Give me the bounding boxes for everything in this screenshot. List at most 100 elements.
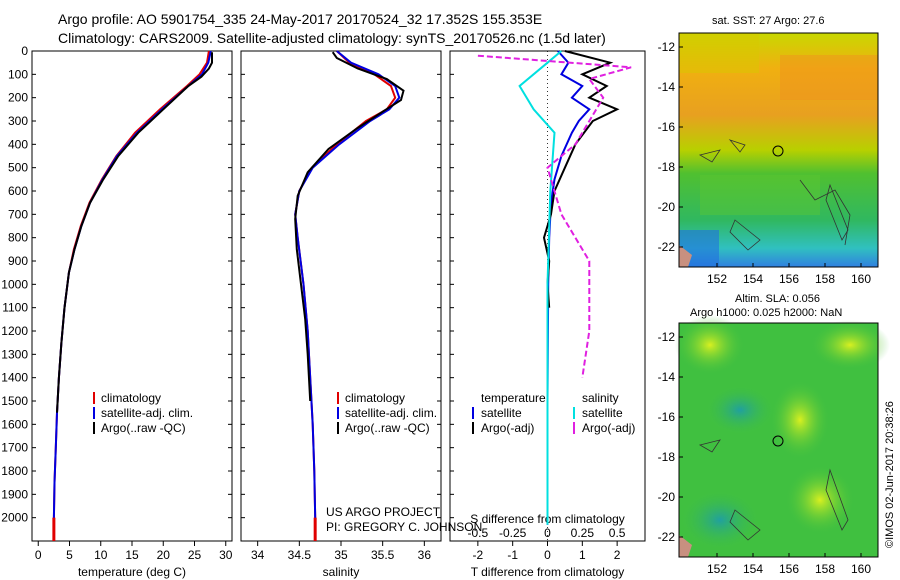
coastline bbox=[698, 439, 761, 541]
x-tick-label: 34.5 bbox=[288, 548, 312, 562]
title-line1: Argo profile: AO 5901754_335 24-May-2017… bbox=[58, 11, 542, 27]
legend-heading-temperature: temperature bbox=[481, 391, 546, 405]
map-y-tick-label: -18 bbox=[658, 160, 676, 174]
title-line2: Climatology: CARS2009. Satellite-adjuste… bbox=[58, 30, 606, 46]
sla-map-axes: 152 154 156 158 160 -12 -14 -16 -18 -20 -22 bbox=[658, 330, 872, 576]
x-tick-label: 36 bbox=[418, 548, 432, 562]
s-tick-label: -0.25 bbox=[499, 526, 527, 540]
sst-map-axes: 152 154 156 158 160 -12 -14 -16 -18 -20 -22 bbox=[658, 40, 872, 286]
sst-map-title: sat. SST: 27 Argo: 27.6 bbox=[712, 15, 825, 27]
y-tick-label: 800 bbox=[8, 231, 28, 245]
map-y-tick-label: -12 bbox=[658, 330, 676, 344]
s-tick-label: 0 bbox=[544, 526, 551, 540]
legend-label: Argo(-adj) bbox=[582, 421, 635, 435]
y-tick-label: 1100 bbox=[2, 301, 28, 315]
x-axis-label: salinity bbox=[323, 565, 360, 579]
x-tick-label: 35.5 bbox=[371, 548, 395, 562]
sst-map bbox=[678, 32, 879, 268]
x-tick-label: 35 bbox=[334, 548, 348, 562]
y-tick-label: 1500 bbox=[1, 394, 28, 408]
y-tick-label: 1400 bbox=[1, 371, 28, 385]
map-x-tick-label: 156 bbox=[779, 272, 799, 286]
map-x-tick-label: 158 bbox=[815, 562, 835, 576]
x-tick-label: 15 bbox=[125, 548, 139, 562]
series-line bbox=[56, 52, 213, 413]
y-tick-label: 1700 bbox=[1, 441, 28, 455]
argo-position-marker bbox=[772, 435, 784, 447]
salinity-legend: climatology satellite-adj. clim. Argo(..… bbox=[337, 391, 437, 435]
series-line bbox=[518, 50, 563, 525]
s-tick-label: -0.5 bbox=[468, 526, 489, 540]
y-tick-label: 1800 bbox=[1, 464, 28, 478]
legend-label: satellite-adj. clim. bbox=[345, 406, 437, 420]
map-y-tick-label: -14 bbox=[658, 80, 676, 94]
x-tick-label: 34 bbox=[251, 548, 265, 562]
plot-area bbox=[240, 50, 442, 542]
map-x-tick-label: 160 bbox=[851, 272, 871, 286]
legend-label: satellite bbox=[582, 406, 623, 420]
x-tick-label: 30 bbox=[219, 548, 233, 562]
legend-label: climatology bbox=[101, 391, 161, 405]
map-x-tick-label: 152 bbox=[707, 272, 727, 286]
map-x-tick-label: 160 bbox=[851, 562, 871, 576]
map-x-tick-label: 156 bbox=[779, 562, 799, 576]
legend-label: climatology bbox=[345, 391, 405, 405]
land bbox=[679, 245, 692, 267]
x-axis-label-temperature: T difference from climatology bbox=[471, 565, 625, 579]
legend-label: Argo(..raw -QC) bbox=[345, 421, 430, 435]
legend-label: Argo(..raw -QC) bbox=[101, 421, 186, 435]
y-tick-label: 1900 bbox=[1, 487, 28, 501]
y-tick-label: 700 bbox=[8, 207, 28, 221]
project-name: US ARGO PROJECT bbox=[326, 505, 441, 519]
reef-outline bbox=[825, 183, 849, 241]
timestamp: ©IMOS 02-Jun-2017 20:38:26 bbox=[884, 401, 896, 548]
plot-area bbox=[31, 50, 233, 542]
map-x-tick-label: 154 bbox=[743, 562, 763, 576]
legend-label: Argo(-adj) bbox=[481, 421, 534, 435]
coastline bbox=[825, 468, 849, 531]
s-tick-label: 0.5 bbox=[609, 526, 626, 540]
map-y-tick-label: -18 bbox=[658, 450, 676, 464]
map-y-tick-label: -20 bbox=[658, 200, 676, 214]
legend-label: satellite bbox=[481, 406, 522, 420]
series-line bbox=[294, 51, 405, 402]
y-tick-label: 1600 bbox=[1, 417, 28, 431]
coastline bbox=[799, 179, 851, 246]
difference-legend: temperature satellite Argo(-adj) salinit… bbox=[472, 391, 635, 435]
y-tick-label: 2000 bbox=[1, 511, 28, 525]
map-x-tick-label: 152 bbox=[707, 562, 727, 576]
legend-label: satellite-adj. clim. bbox=[101, 406, 193, 420]
salinity-panel: 34 34.5 35 35.5 36 salinity bbox=[240, 50, 442, 579]
map-x-tick-label: 158 bbox=[815, 272, 835, 286]
map-y-tick-label: -22 bbox=[658, 240, 676, 254]
x-tick-label: 0 bbox=[35, 548, 42, 562]
y-tick-label: 1200 bbox=[1, 324, 28, 338]
map-y-tick-label: -16 bbox=[658, 120, 676, 134]
map-y-tick-label: -16 bbox=[658, 410, 676, 424]
y-tick-label: 900 bbox=[8, 254, 28, 268]
coastline bbox=[698, 139, 746, 163]
y-tick-label: 500 bbox=[8, 161, 28, 175]
sla-map bbox=[675, 315, 890, 558]
map-y-tick-label: -12 bbox=[658, 40, 676, 54]
land bbox=[679, 535, 692, 557]
project-pi: PI: GREGORY C. JOHNSON bbox=[326, 520, 482, 534]
y-tick-label: 200 bbox=[8, 91, 28, 105]
x-tick-label: 25 bbox=[188, 548, 202, 562]
x-tick-label: 20 bbox=[157, 548, 171, 562]
x-tick-label: 2 bbox=[614, 548, 621, 562]
temperature-panel: 0100200300400500600700800900100011001200… bbox=[1, 44, 232, 579]
y-tick-label: 400 bbox=[8, 137, 28, 151]
y-tick-label: 0 bbox=[21, 44, 28, 58]
y-tick-label: 1300 bbox=[1, 347, 28, 361]
y-tick-label: 100 bbox=[8, 67, 28, 81]
temperature-legend: climatology satellite-adj. clim. Argo(..… bbox=[93, 391, 193, 435]
y-tick-label: 600 bbox=[8, 184, 28, 198]
x-tick-label: 0 bbox=[544, 548, 551, 562]
map-y-tick-label: -22 bbox=[658, 530, 676, 544]
map-y-tick-label: -14 bbox=[658, 370, 676, 384]
argo-position-marker bbox=[772, 145, 784, 157]
legend-heading-salinity: salinity bbox=[582, 391, 619, 405]
